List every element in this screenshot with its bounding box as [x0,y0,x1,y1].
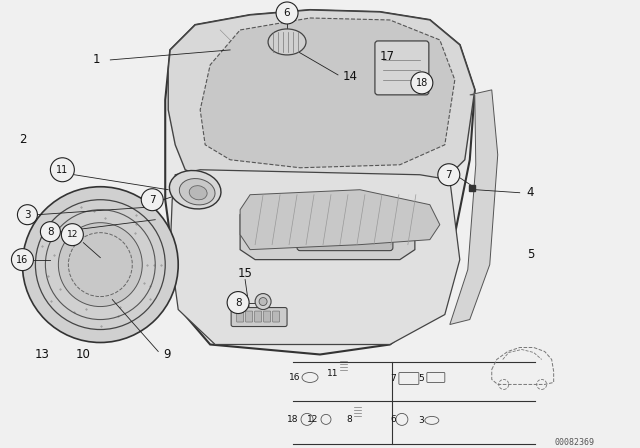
Text: 00082369: 00082369 [555,438,595,447]
Text: 17: 17 [380,51,394,64]
Text: 7: 7 [149,195,156,205]
Text: 8: 8 [47,227,54,237]
Circle shape [17,205,37,225]
FancyBboxPatch shape [273,311,280,322]
FancyBboxPatch shape [264,311,271,322]
FancyBboxPatch shape [297,230,393,250]
Text: 11: 11 [56,165,68,175]
Text: 3: 3 [24,210,31,220]
Ellipse shape [268,29,306,55]
FancyBboxPatch shape [246,311,253,322]
Circle shape [227,292,249,314]
Text: 16: 16 [16,254,29,265]
Polygon shape [450,90,498,324]
Text: 12: 12 [307,415,318,424]
Circle shape [40,222,60,241]
Circle shape [259,297,267,306]
Text: 18: 18 [416,78,428,88]
Circle shape [61,224,83,246]
Polygon shape [170,170,460,345]
Circle shape [255,293,271,310]
Text: 8: 8 [235,297,241,308]
Text: 1: 1 [93,53,100,66]
Text: 6: 6 [284,8,291,18]
Text: 18: 18 [287,415,298,424]
Text: 5: 5 [527,248,534,261]
Ellipse shape [170,171,221,209]
Circle shape [58,223,142,306]
Polygon shape [168,10,475,195]
Text: 4: 4 [527,186,534,199]
FancyBboxPatch shape [231,308,287,327]
Polygon shape [200,18,455,168]
Circle shape [438,164,460,186]
Text: 15: 15 [237,267,253,280]
Text: 8: 8 [346,415,352,424]
Text: 5: 5 [418,374,424,383]
Ellipse shape [179,179,215,205]
Text: 7: 7 [445,170,452,180]
Ellipse shape [189,185,207,200]
Text: 14: 14 [343,70,358,83]
Polygon shape [165,10,475,354]
Polygon shape [240,200,415,260]
Circle shape [141,189,163,211]
Circle shape [276,2,298,24]
Text: 10: 10 [76,348,91,361]
Text: 3: 3 [418,416,424,425]
Text: 12: 12 [67,230,78,239]
Text: 16: 16 [289,373,300,382]
Text: 7: 7 [390,374,396,383]
Circle shape [51,158,74,182]
Polygon shape [240,190,440,250]
Text: 11: 11 [326,369,338,378]
FancyBboxPatch shape [375,41,429,95]
Text: 13: 13 [35,348,50,361]
FancyBboxPatch shape [255,311,262,322]
Circle shape [22,187,178,343]
Text: 9: 9 [163,348,171,361]
Circle shape [411,72,433,94]
FancyBboxPatch shape [237,311,244,322]
Circle shape [12,249,33,271]
Text: 6: 6 [390,415,396,424]
Text: 2: 2 [19,134,26,146]
